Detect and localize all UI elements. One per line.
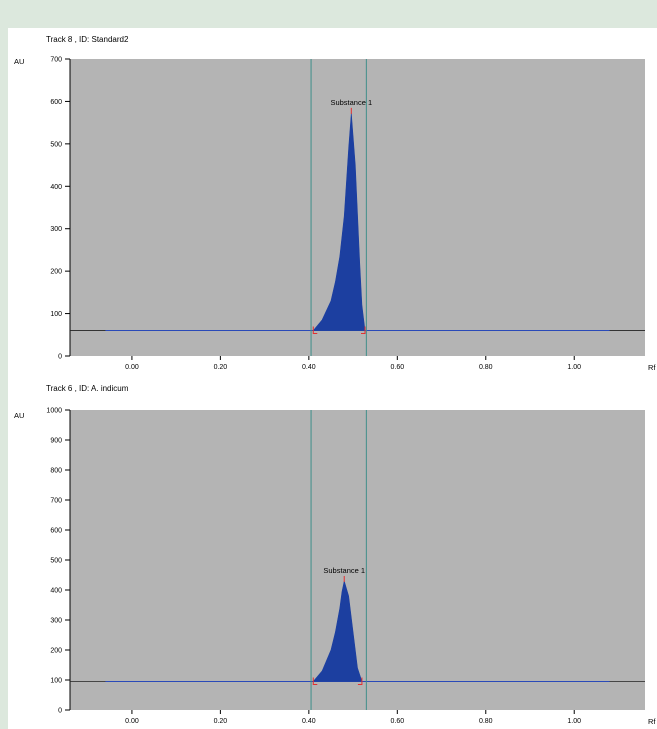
chart-title: Track 8 , ID: Standard2 [46,35,129,44]
x-tick-label: 0.00 [125,718,139,725]
y-tick-label: 1000 [46,408,62,415]
chromatogram-panel: Track 8 , ID: Standard2 AU Rf 0 100 200 300 400… [8,28,657,729]
y-tick-label: 400 [50,184,62,191]
x-tick-label: 0.40 [302,718,316,725]
chart-title: Track 6 , ID: A. indicum [46,384,129,393]
chart-2: Track 6 , ID: A. indicum AU Rf 0 100 200 300 40… [14,384,656,726]
y-tick-label: 600 [50,528,62,535]
peak-start-marker [312,326,318,335]
peak-label: Substance 1 [330,98,372,107]
x-tick-label: 1.00 [567,718,581,725]
chart-1: Track 8 , ID: Standard2 AU Rf 0 100 200 300 400… [14,35,656,372]
y-tick-label: 200 [50,648,62,655]
x-tick-label: 0.00 [125,364,139,371]
y-tick-label: 900 [50,438,62,445]
x-tick-label: 0.80 [479,364,493,371]
x-axis-label: Rf [648,717,656,726]
peak-area [312,112,366,331]
plot-area [70,410,645,710]
y-axis-label: AU [14,57,24,66]
y-tick-label: 100 [50,678,62,685]
y-tick-label: 300 [50,226,62,233]
y-tick-label: 700 [50,498,62,505]
x-tick-label: 0.60 [390,718,404,725]
y-tick-label: 200 [50,269,62,276]
peak-label: Substance 1 [323,566,365,575]
y-tick-label: 500 [50,141,62,148]
y-tick-label: 500 [50,558,62,565]
y-tick-label: 800 [50,468,62,475]
y-tick-label: 100 [50,311,62,318]
y-tick-label: 300 [50,618,62,625]
x-tick-label: 0.20 [214,364,228,371]
peak-area [312,580,363,682]
peak-start-marker [312,677,318,685]
x-tick-label: 0.20 [214,718,228,725]
chromatogram-figure: Track 8 , ID: Standard2 AU Rf 0 100 200 300 400… [14,35,656,726]
x-axis-label: Rf [648,363,656,372]
y-tick-label: 700 [50,57,62,64]
x-tick-label: 1.00 [567,364,581,371]
y-axis-label: AU [14,411,24,420]
peak-end-marker [357,677,363,685]
y-tick-label: 600 [50,99,62,106]
x-tick-label: 0.60 [390,364,404,371]
x-tick-label: 0.80 [479,718,493,725]
y-tick-label: 0 [58,354,62,361]
peak-end-marker [361,326,366,335]
x-tick-label: 0.40 [302,364,316,371]
y-tick-label: 400 [50,588,62,595]
y-tick-label: 0 [58,708,62,715]
